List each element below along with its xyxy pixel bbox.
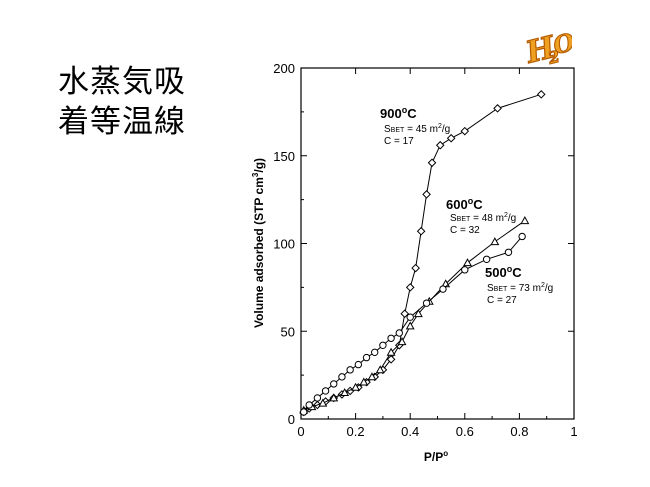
data-point-circle bbox=[313, 394, 322, 402]
plot-frame bbox=[300, 67, 575, 420]
y-tick-label: 150 bbox=[273, 149, 295, 164]
annotation-600-c: C = 32 bbox=[450, 225, 480, 236]
data-point-circle bbox=[338, 373, 346, 381]
data-point-triangle bbox=[405, 321, 415, 330]
data-point-circle bbox=[346, 366, 354, 374]
data-point-circle bbox=[518, 232, 526, 241]
data-point-triangle bbox=[318, 398, 328, 407]
data-point-diamond bbox=[405, 283, 415, 292]
data-point-circle bbox=[395, 329, 403, 337]
h2o-logo: H 2 O bbox=[524, 26, 572, 71]
annotation-500-sbet: SBET = 73 m2/g bbox=[487, 282, 553, 294]
data-point-diamond bbox=[493, 104, 502, 113]
data-point-triangle bbox=[329, 393, 339, 402]
annotation-600-sbet: SBET = 48 m2/g bbox=[450, 212, 516, 224]
x-tick-label: 0.8 bbox=[510, 424, 528, 439]
data-point-triangle bbox=[359, 377, 369, 386]
data-point-diamond bbox=[411, 263, 420, 273]
data-point-triangle bbox=[367, 372, 377, 381]
x-tick-label: 0.4 bbox=[401, 424, 419, 439]
data-point-circle bbox=[321, 387, 330, 395]
slide-title-line-1: 水蒸気吸 bbox=[58, 64, 186, 100]
x-tick-label: 0.2 bbox=[347, 424, 365, 439]
data-point-circle bbox=[371, 348, 379, 357]
annotation-600-temp: 600oC bbox=[446, 196, 483, 212]
data-point-diamond bbox=[435, 140, 445, 150]
annotation-500-c: C = 27 bbox=[487, 295, 517, 306]
data-point-triangle bbox=[351, 382, 361, 391]
data-point-triangle bbox=[490, 237, 500, 246]
data-point-triangle bbox=[375, 365, 385, 374]
svg-text:O: O bbox=[550, 27, 572, 60]
data-point-circle bbox=[387, 334, 395, 342]
data-point-circle bbox=[422, 299, 431, 307]
series-500C bbox=[300, 232, 526, 416]
y-tick-label: 200 bbox=[273, 61, 295, 76]
y-tick-label: 0 bbox=[288, 412, 295, 427]
data-point-triangle bbox=[397, 337, 407, 346]
y-axis-label: Volume adsorbed (STP cm3/g) bbox=[251, 158, 266, 328]
data-point-diamond bbox=[536, 90, 546, 99]
x-axis-label: P/Po bbox=[424, 449, 448, 464]
plot-axes: 0 0.2 0.4 0.6 0.8 1 0 50 100 150 200 bbox=[273, 61, 577, 439]
data-point-circle bbox=[362, 353, 371, 362]
data-point-diamond bbox=[386, 355, 396, 364]
data-point-circle bbox=[354, 360, 363, 369]
slide-title-line-2: 着等温線 bbox=[58, 104, 186, 140]
data-point-triangle bbox=[340, 388, 350, 397]
annotation-900-sbet: SBET = 45 m2/g bbox=[384, 123, 450, 135]
data-point-diamond bbox=[422, 190, 431, 199]
data-point-circle bbox=[379, 341, 387, 349]
data-point-circle bbox=[300, 408, 308, 416]
data-point-circle bbox=[461, 266, 469, 274]
data-point-diamond bbox=[427, 158, 437, 168]
annotation-900-temp: 900oC bbox=[380, 105, 417, 121]
x-tick-label: 0.6 bbox=[456, 424, 474, 439]
data-point-circle bbox=[504, 248, 513, 256]
data-point-circle bbox=[406, 313, 414, 321]
y-tick-label: 100 bbox=[273, 237, 295, 252]
annotation-500-temp: 500oC bbox=[485, 264, 522, 280]
data-point-diamond bbox=[416, 226, 426, 236]
data-point-triangle bbox=[413, 309, 423, 318]
data-point-triangle bbox=[463, 258, 472, 267]
data-point-diamond bbox=[460, 126, 470, 136]
data-point-triangle bbox=[520, 216, 530, 225]
data-point-triangle bbox=[386, 347, 396, 356]
y-tick-label: 50 bbox=[281, 324, 295, 339]
x-tick-label: 1 bbox=[570, 424, 577, 439]
data-point-diamond bbox=[446, 133, 456, 143]
annotation-900-c: C = 17 bbox=[384, 136, 414, 147]
data-point-circle bbox=[305, 401, 313, 409]
data-point-circle bbox=[482, 255, 491, 263]
data-point-circle bbox=[330, 380, 338, 388]
data-point-circle bbox=[439, 285, 447, 293]
svg-text:2: 2 bbox=[545, 47, 561, 68]
x-tick-label: 0 bbox=[297, 424, 304, 439]
data-point-diamond bbox=[400, 309, 410, 319]
